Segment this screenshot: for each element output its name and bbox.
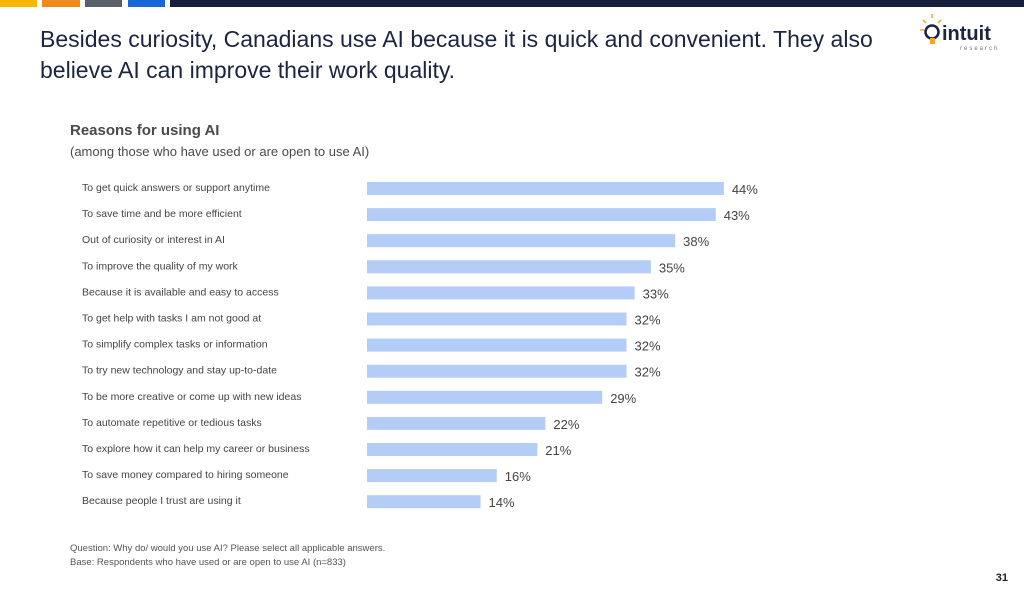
data-label: 43%: [724, 208, 750, 223]
data-label: 16%: [505, 469, 531, 484]
data-label: 21%: [545, 443, 571, 458]
category-label: To automate repetitive or tedious tasks: [82, 417, 262, 429]
data-label: 33%: [643, 286, 669, 301]
data-label: 32%: [635, 339, 661, 354]
bar: [367, 443, 538, 456]
bar: [367, 234, 676, 248]
svg-text:research: research: [960, 46, 999, 52]
accent-strip-yellow: [0, 0, 37, 7]
accent-strip-gray: [85, 0, 122, 7]
bar: [367, 390, 603, 404]
data-label: 35%: [659, 260, 685, 275]
bar: [367, 286, 635, 300]
category-label: To get quick answers or support anytime: [82, 182, 270, 194]
lightbulb-icon: [920, 14, 942, 31]
data-label: 22%: [553, 417, 579, 432]
category-label: To save money compared to hiring someone: [82, 469, 289, 481]
chart-title: Reasons for using AI: [70, 122, 220, 139]
data-label: 32%: [635, 313, 661, 328]
base-note: Base: Respondents who have used or are o…: [70, 557, 346, 568]
data-label: 44%: [732, 182, 758, 197]
category-label: To be more creative or come up with new …: [82, 391, 301, 403]
bar: [367, 364, 627, 378]
intuit-logo: intuit research: [920, 14, 999, 52]
accent-strip-blue: [128, 0, 165, 7]
category-label: To simplify complex tasks or information: [82, 339, 268, 351]
bar: [367, 495, 481, 509]
bar: [367, 312, 627, 326]
category-label: To improve the quality of my work: [82, 260, 239, 272]
accent-strip-orange: [42, 0, 80, 7]
data-label: 29%: [610, 391, 636, 406]
bar: [367, 208, 716, 222]
svg-text:intuit: intuit: [942, 23, 991, 45]
category-label: Out of curiosity or interest in AI: [82, 234, 225, 246]
data-label: 32%: [635, 365, 661, 380]
category-label: To save time and be more efficient: [82, 208, 242, 220]
page-number: 31: [995, 572, 1008, 584]
bar: [367, 469, 497, 483]
question-note: Question: Why do/ would you use AI? Plea…: [70, 543, 386, 554]
bar: [367, 182, 724, 195]
bar: [367, 338, 627, 352]
data-label: 38%: [683, 234, 709, 249]
category-label: To explore how it can help my career or …: [82, 443, 310, 455]
category-label: Because people I trust are using it: [82, 495, 241, 507]
slide-title: Besides curiosity, Canadians use AI beca…: [40, 26, 873, 83]
bar: [367, 416, 546, 430]
chart-subtitle: (among those who have used or are open t…: [70, 144, 370, 159]
accent-strip-navy: [170, 0, 1024, 7]
category-label: To get help with tasks I am not good at: [82, 313, 261, 325]
category-label: To try new technology and stay up-to-dat…: [82, 365, 277, 377]
data-label: 14%: [489, 495, 515, 510]
bar: [367, 260, 651, 274]
category-label: Because it is available and easy to acce…: [82, 286, 279, 298]
